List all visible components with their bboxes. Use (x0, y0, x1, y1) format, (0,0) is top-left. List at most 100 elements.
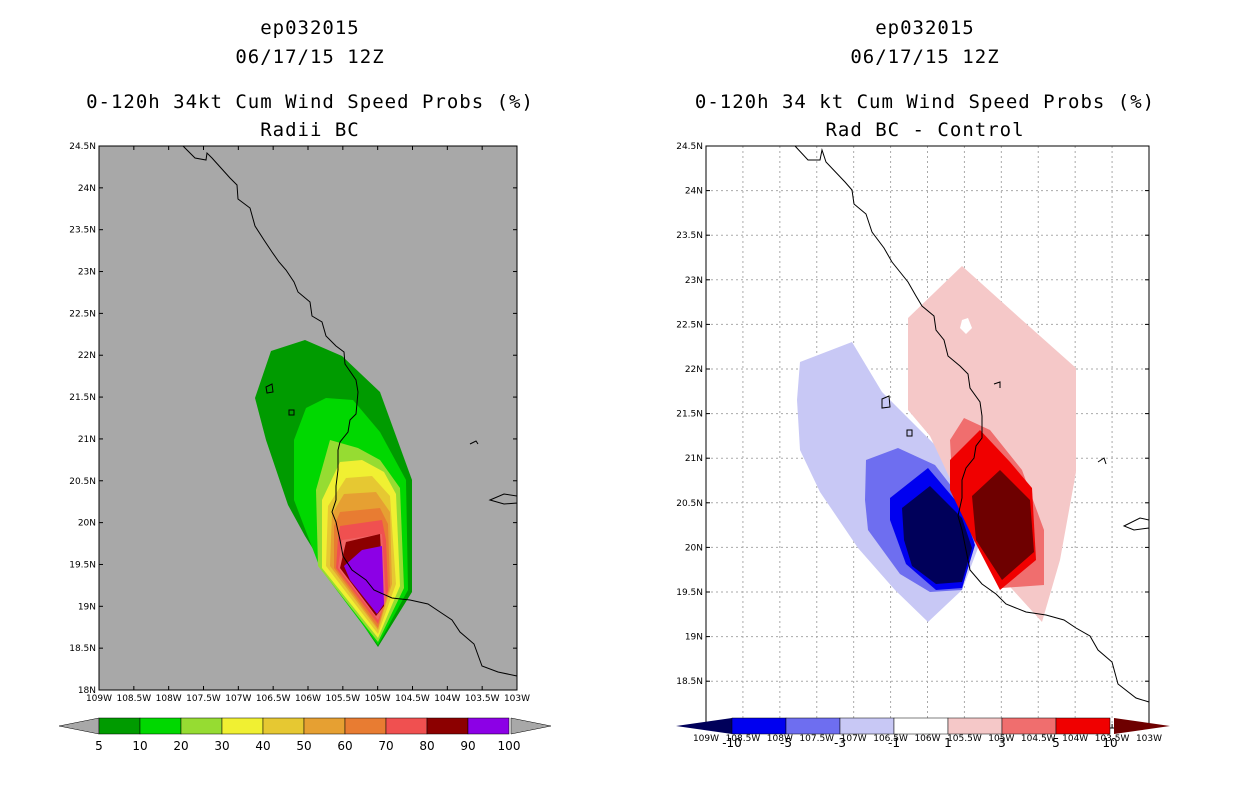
right-subtitle: Rad BC - Control (825, 119, 1025, 141)
right-colorbar-swatch (785, 717, 841, 735)
left-panel-title: ep032015 06/17/15 12Z 0-120h 34kt Cum Wi… (30, 14, 590, 117)
left-product: 0-120h 34kt Cum Wind Speed Probs (%) (86, 91, 534, 113)
left-lon-tick-label: 104W (434, 694, 460, 704)
left-subtitle: Radii BC (260, 119, 360, 141)
right-lat-tick-label: 21N (685, 454, 703, 464)
right-colorbar-low-arrow (676, 718, 732, 734)
left-colorbar-swatch (139, 717, 182, 735)
left-colorbar-label: 10 (132, 739, 147, 753)
right-lon-tick-label: 103.5W (1095, 734, 1130, 744)
left-lon-tick-label: 104.5W (395, 694, 430, 704)
left-lon-tick-label: 109W (86, 694, 112, 704)
left-lat-ticks: 24.5N 24N 23.5N 23N 22.5N 22N 21.5N 21N 20.5N 20N… (69, 142, 517, 696)
right-colorbar-label: -1 (888, 736, 900, 750)
right-lon-tick-label: 104.5W (1021, 734, 1056, 744)
right-lon-tick-label: 103W (1136, 734, 1162, 744)
right-colorbar-swatch (947, 717, 1003, 735)
left-colorbar-swatch (467, 717, 510, 735)
left-lat-tick-label: 18.5N (69, 644, 96, 654)
left-lat-tick-label: 18N (78, 686, 96, 696)
right-difference-fill (797, 266, 1076, 622)
left-colorbar-label: 70 (378, 739, 393, 753)
left-lat-tick-label: 23.5N (69, 226, 96, 236)
right-lat-ticks: 24.5N 24N 23.5N 23N 22.5N 22N 21.5N 21N 20.5N 20N… (676, 142, 1149, 687)
left-lat-tick-label: 19N (78, 602, 96, 612)
right-coastline (794, 145, 1150, 703)
right-colorbar-high-arrow (1114, 718, 1170, 734)
left-lon-tick-label: 105.5W (325, 694, 360, 704)
left-colorbar-swatch (426, 717, 469, 735)
left-lat-tick-label: 21N (78, 435, 96, 445)
left-colorbar-label: 60 (337, 739, 352, 753)
left-colorbar-swatch (385, 717, 428, 735)
right-lat-tick-label: 21.5N (676, 410, 703, 420)
left-colorbar-label: 50 (296, 739, 311, 753)
left-colorbar-swatch (303, 717, 346, 735)
left-lat-tick-label: 20N (78, 519, 96, 529)
left-colorbar-label: 5 (95, 739, 103, 753)
right-colorbar-label: 3 (998, 736, 1006, 750)
left-lon-tick-label: 105W (365, 694, 391, 704)
left-lat-tick-label: 24N (78, 184, 96, 194)
right-colorbar-swatch (1055, 717, 1111, 735)
right-lat-tick-label: 19.5N (676, 588, 703, 598)
right-map: 24.5N 24N 23.5N 23N 22.5N 22N 21.5N 21N 20.5N 20N… (676, 142, 1162, 744)
left-lon-tick-label: 107W (225, 694, 251, 704)
right-lon-tick-label: 109W (693, 734, 719, 744)
left-lon-tick-label: 106W (295, 694, 321, 704)
diff-pos-10 (972, 470, 1034, 580)
right-lat-tick-label: 18.5N (676, 677, 703, 687)
right-lon-tick-label: 105W (988, 734, 1014, 744)
right-lon-tick-label: 108W (767, 734, 793, 744)
right-lat-tick-label: 23.5N (676, 231, 703, 241)
right-panel-title: ep032015 06/17/15 12Z 0-120h 34 kt Cum W… (645, 14, 1205, 117)
right-lat-tick-label: 24N (685, 187, 703, 197)
right-product: 0-120h 34 kt Cum Wind Speed Probs (%) (694, 91, 1156, 113)
left-probability-fill (255, 340, 412, 647)
right-colorbar: -10 -5 -3 -1 1 3 5 10 (676, 717, 1170, 750)
right-lat-tick-label: 20N (685, 543, 703, 553)
right-colorbar-label: -3 (834, 736, 846, 750)
left-lon-tick-label: 103W (504, 694, 530, 704)
left-lon-tick-label: 103.5W (465, 694, 500, 704)
right-lat-tick-label: 22.5N (676, 320, 703, 330)
left-lon-tick-label: 106.5W (256, 694, 291, 704)
left-colorbar-swatch (344, 717, 387, 735)
right-lat-tick-label: 22N (685, 365, 703, 375)
left-colorbar-label: 80 (419, 739, 434, 753)
left-storm-id: ep032015 (260, 17, 360, 39)
right-lat-tick-label: 20.5N (676, 499, 703, 509)
left-lat-tick-label: 19.5N (69, 560, 96, 570)
right-colorbar-label: 1 (944, 736, 952, 750)
right-colorbar-label: 10 (1102, 736, 1117, 750)
left-lon-ticks: 109W 108.5W 108W 107.5W 107W 106.5W 106W 105.5W… (86, 146, 530, 704)
left-colorbar-label: 90 (460, 739, 475, 753)
left-lon-tick-label: 108W (156, 694, 182, 704)
left-colorbar-label: 40 (255, 739, 270, 753)
prob-100 (344, 546, 384, 614)
left-colorbar-swatch (98, 717, 141, 735)
right-colorbar-label: -5 (780, 736, 792, 750)
left-lat-tick-label: 23N (78, 268, 96, 278)
right-lon-tick-label: 108.5W (726, 734, 761, 744)
left-datetime: 06/17/15 12Z (235, 46, 385, 68)
right-lon-tick-label: 106.5W (873, 734, 908, 744)
diff-pos-hole (960, 318, 972, 334)
right-lon-tick-label: 106W (914, 734, 940, 744)
right-colorbar-swatch (839, 717, 895, 735)
left-colorbar: 5 10 20 30 40 50 60 70 80 90 100 (58, 717, 552, 753)
left-lat-tick-label: 22N (78, 351, 96, 361)
left-colorbar-label: 20 (173, 739, 188, 753)
right-storm-id: ep032015 (875, 17, 975, 39)
left-lon-tick-label: 107.5W (186, 694, 221, 704)
right-lon-tick-label: 104W (1062, 734, 1088, 744)
right-lon-tick-label: 105.5W (947, 734, 982, 744)
left-colorbar-swatch (180, 717, 223, 735)
right-lon-tick-label: 107.5W (799, 734, 834, 744)
left-colorbar-swatch (262, 717, 305, 735)
left-lon-tick-label: 108.5W (116, 694, 151, 704)
left-lat-tick-label: 21.5N (69, 393, 96, 403)
right-colorbar-label: 5 (1052, 736, 1060, 750)
right-colorbar-label: -10 (722, 736, 742, 750)
